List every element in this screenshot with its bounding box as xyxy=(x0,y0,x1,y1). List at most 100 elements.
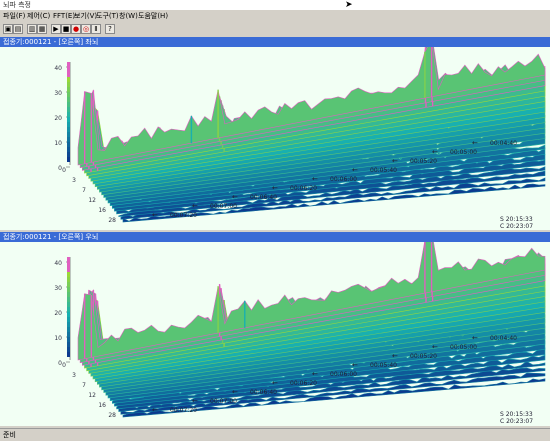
time-arrow-icon: ← xyxy=(232,193,238,201)
start-time-label: S 20:15:33 xyxy=(500,216,533,223)
current-time-label: C 20:23:07 xyxy=(500,223,533,230)
print-icon[interactable]: ▥ xyxy=(27,24,37,34)
freq-tick-label: 0 xyxy=(62,362,66,369)
panel-header: 접종기:000121 - [오른쪽] 우뇌 xyxy=(0,232,550,242)
time-tick-label: 00:05:20 xyxy=(410,158,437,165)
z-tick-label: 0 xyxy=(58,360,62,367)
save-icon[interactable]: ▤ xyxy=(13,24,23,34)
menu-tools[interactable]: 도구(T) xyxy=(96,12,119,20)
z-tick-label: 10 xyxy=(54,335,62,342)
color-scale-segment xyxy=(67,297,70,302)
time-arrow-icon: ← xyxy=(272,184,278,192)
time-arrow-icon: ← xyxy=(312,175,318,183)
window-title: 뇌파 측정 xyxy=(3,1,31,9)
time-tick-label: 00:06:20 xyxy=(290,380,317,387)
freq-tick-label: 12 xyxy=(88,392,96,399)
time-tick-label: 00:05:20 xyxy=(410,353,437,360)
freq-tick-label: 12 xyxy=(88,197,96,204)
time-tick-label: 00:07:20 xyxy=(170,212,197,219)
toolbar: ▣ ▤ ▥ ▦ ▶ ■ ● ◎ Ⅱ ? xyxy=(0,22,550,38)
spectrogram-panel-left: 접종기:000121 - [오른쪽] 좌뇌 40 30 20 10 0 0 3 7 12 16 28… xyxy=(0,37,550,230)
time-arrow-icon: ← xyxy=(152,211,158,219)
spectrum-strip xyxy=(122,183,546,223)
z-tick-label: 20 xyxy=(54,115,62,122)
help-button[interactable]: ? xyxy=(105,24,115,34)
export-icon[interactable]: ▦ xyxy=(37,24,47,34)
time-arrow-icon: ← xyxy=(312,370,318,378)
z-tick-label: 20 xyxy=(54,310,62,317)
color-scale-segment xyxy=(67,67,70,72)
status-text: 준비 xyxy=(3,431,16,439)
freq-tick-label: 0 xyxy=(62,167,66,174)
play-button[interactable]: ▶ xyxy=(51,24,61,34)
time-tick-label: 00:05:40 xyxy=(370,167,397,174)
open-icon[interactable]: ▣ xyxy=(3,24,13,34)
time-tick-label: 00:06:40 xyxy=(250,194,277,201)
z-tick-label: 40 xyxy=(54,260,62,267)
time-arrow-icon: ← xyxy=(272,379,278,387)
menu-fft[interactable]: FFT(E) xyxy=(53,12,76,20)
time-tick-label: 00:07:00 xyxy=(210,398,237,405)
z-tick-label: 0 xyxy=(58,165,62,172)
time-tick-label: 00:05:00 xyxy=(450,149,477,156)
color-scale-segment xyxy=(67,97,70,102)
time-tick-label: 00:05:40 xyxy=(370,362,397,369)
time-arrow-icon: ← xyxy=(392,352,398,360)
pause-button[interactable]: Ⅱ xyxy=(91,24,101,34)
time-tick-label: 00:06:40 xyxy=(250,389,277,396)
time-tick-label: 00:07:00 xyxy=(210,203,237,210)
time-arrow-icon: ← xyxy=(232,388,238,396)
freq-tick-label: 28 xyxy=(108,412,116,419)
z-tick-label: 10 xyxy=(54,140,62,147)
color-scale-segment xyxy=(67,287,70,292)
color-scale-segment xyxy=(67,82,70,87)
spectrum-strip xyxy=(77,47,546,166)
color-scale-segment xyxy=(67,282,70,287)
menu-file[interactable]: 파일(F) xyxy=(3,12,26,20)
spectrum-strip xyxy=(77,242,546,361)
color-scale-segment xyxy=(67,102,70,107)
menu-help[interactable]: 도움말(H) xyxy=(138,12,169,20)
time-arrow-icon: ← xyxy=(472,334,478,342)
color-scale-segment xyxy=(67,352,70,357)
record-button[interactable]: ● xyxy=(71,24,81,34)
mark-button[interactable]: ◎ xyxy=(81,24,91,34)
freq-tick-label: 3 xyxy=(72,177,76,184)
time-arrow-icon: ← xyxy=(352,361,358,369)
color-scale-segment xyxy=(67,132,70,137)
color-scale-segment xyxy=(67,127,70,132)
color-scale-segment xyxy=(67,347,70,352)
freq-tick-label: 7 xyxy=(82,382,86,389)
color-scale-segment xyxy=(67,117,70,122)
color-scale-segment xyxy=(67,322,70,327)
time-tick-label: 00:04:40 xyxy=(490,335,517,342)
title-bar: 뇌파 측정 ➤ xyxy=(0,0,550,10)
time-arrow-icon: ← xyxy=(192,202,198,210)
color-scale-segment xyxy=(67,317,70,322)
color-scale-segment xyxy=(67,302,70,307)
stop-button[interactable]: ■ xyxy=(61,24,71,34)
time-tick-label: 00:06:20 xyxy=(290,185,317,192)
menu-view[interactable]: 보기(V) xyxy=(74,12,98,20)
color-scale-segment xyxy=(67,277,70,282)
spectrum-strip xyxy=(122,378,546,418)
panel-title: 접종기:000121 - [오른쪽] 우뇌 xyxy=(3,233,99,241)
menu-control[interactable]: 제어(C) xyxy=(27,12,51,20)
time-tick-label: 00:06:00 xyxy=(330,176,357,183)
color-scale-segment xyxy=(67,72,70,77)
spectrum-strip xyxy=(120,177,546,220)
spectrogram-panel-right: 접종기:000121 - [오른쪽] 우뇌 40 30 20 10 0 0 3 7 12 16 28… xyxy=(0,232,550,426)
color-scale-segment xyxy=(67,332,70,337)
color-scale-segment xyxy=(67,307,70,312)
color-scale-segment xyxy=(67,107,70,112)
panel-header: 접종기:000121 - [오른쪽] 좌뇌 xyxy=(0,37,550,47)
spectrum-strip xyxy=(118,170,546,217)
color-scale-segment xyxy=(67,312,70,317)
freq-tick-label: 7 xyxy=(82,187,86,194)
color-scale-segment xyxy=(67,262,70,267)
menu-window[interactable]: 창(W) xyxy=(119,12,138,20)
freq-tick-label: 16 xyxy=(98,207,106,214)
color-scale-segment xyxy=(67,142,70,147)
